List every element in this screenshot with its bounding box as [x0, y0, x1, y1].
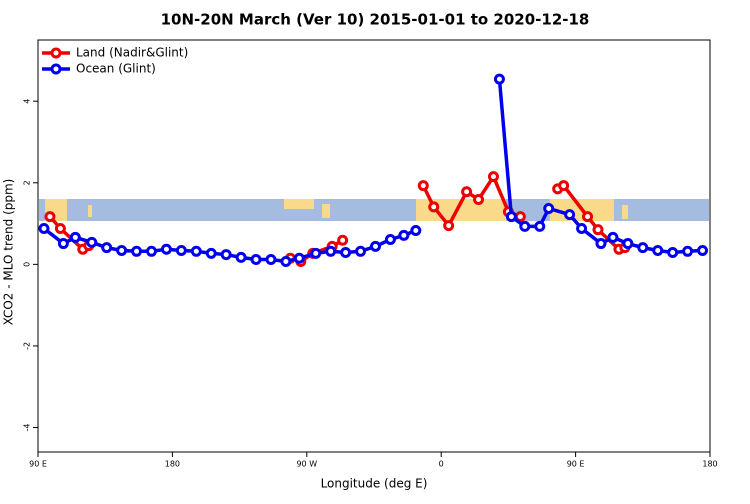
data-point — [293, 252, 305, 264]
data-point — [543, 202, 555, 214]
data-point — [250, 253, 262, 265]
data-point — [505, 211, 517, 223]
data-point — [622, 238, 634, 250]
data-point — [54, 222, 66, 234]
x-axis-label: Longitude (deg E) — [321, 477, 428, 491]
x-tick-label: 90 E — [567, 460, 585, 469]
data-point — [592, 224, 604, 236]
data-point — [355, 245, 367, 257]
data-point — [461, 186, 473, 198]
data-point — [417, 180, 429, 192]
data-point — [697, 244, 709, 256]
data-point — [69, 231, 81, 243]
data-point — [44, 211, 56, 223]
data-point — [86, 236, 98, 248]
data-point — [558, 180, 570, 192]
data-point — [265, 253, 277, 265]
data-point — [337, 234, 349, 246]
x-tick-label: 180 — [702, 460, 717, 469]
y-tick-label: -4 — [23, 424, 32, 432]
data-point — [443, 220, 455, 232]
data-point — [160, 243, 172, 255]
data-point — [637, 242, 649, 254]
data-point — [398, 229, 410, 241]
data-point — [595, 238, 607, 250]
data-point — [519, 220, 531, 232]
data-point — [576, 222, 588, 234]
y-tick-label: 4 — [23, 99, 32, 104]
data-point — [101, 242, 113, 254]
data-point — [57, 238, 69, 250]
legend-label: Land (Nadir&Glint) — [76, 46, 188, 60]
data-point — [682, 245, 694, 257]
data-point — [410, 224, 422, 236]
x-tick-label: 0 — [439, 460, 444, 469]
plot-frame — [37, 39, 711, 453]
data-point — [487, 171, 499, 183]
data-point — [473, 193, 485, 205]
data-point — [190, 245, 202, 257]
data-point — [582, 211, 594, 223]
data-point — [310, 247, 322, 259]
legend-marker — [50, 63, 62, 75]
legend-label: Ocean (Glint) — [76, 62, 156, 76]
data-point — [235, 251, 247, 263]
data-point — [205, 247, 217, 259]
data-point — [131, 245, 143, 257]
chart-title: 10N-20N March (Ver 10) 2015-01-01 to 202… — [161, 11, 590, 29]
y-tick-label: -2 — [23, 342, 32, 350]
data-point — [220, 249, 232, 261]
y-axis-label: XCO2 - MLO trend (ppm) — [2, 179, 16, 326]
x-tick-label: 90 W — [296, 460, 317, 469]
legend-marker — [50, 47, 62, 59]
data-point — [607, 231, 619, 243]
data-point — [534, 220, 546, 232]
data-point — [340, 247, 352, 259]
x-tick-label: 90 E — [29, 460, 47, 469]
data-point — [38, 222, 50, 234]
y-tick-label: 0 — [23, 262, 32, 267]
data-point — [428, 201, 440, 213]
data-point — [667, 247, 679, 259]
map-strip — [39, 199, 709, 221]
data-point — [369, 240, 381, 252]
data-point — [145, 245, 157, 257]
data-point — [564, 209, 576, 221]
data-point — [493, 73, 505, 85]
data-point — [280, 256, 292, 268]
x-tick-label: 180 — [165, 460, 180, 469]
data-point — [384, 233, 396, 245]
data-point — [325, 245, 337, 257]
y-tick-label: 2 — [23, 180, 32, 185]
data-point — [175, 244, 187, 256]
data-point — [652, 244, 664, 256]
data-point — [116, 244, 128, 256]
